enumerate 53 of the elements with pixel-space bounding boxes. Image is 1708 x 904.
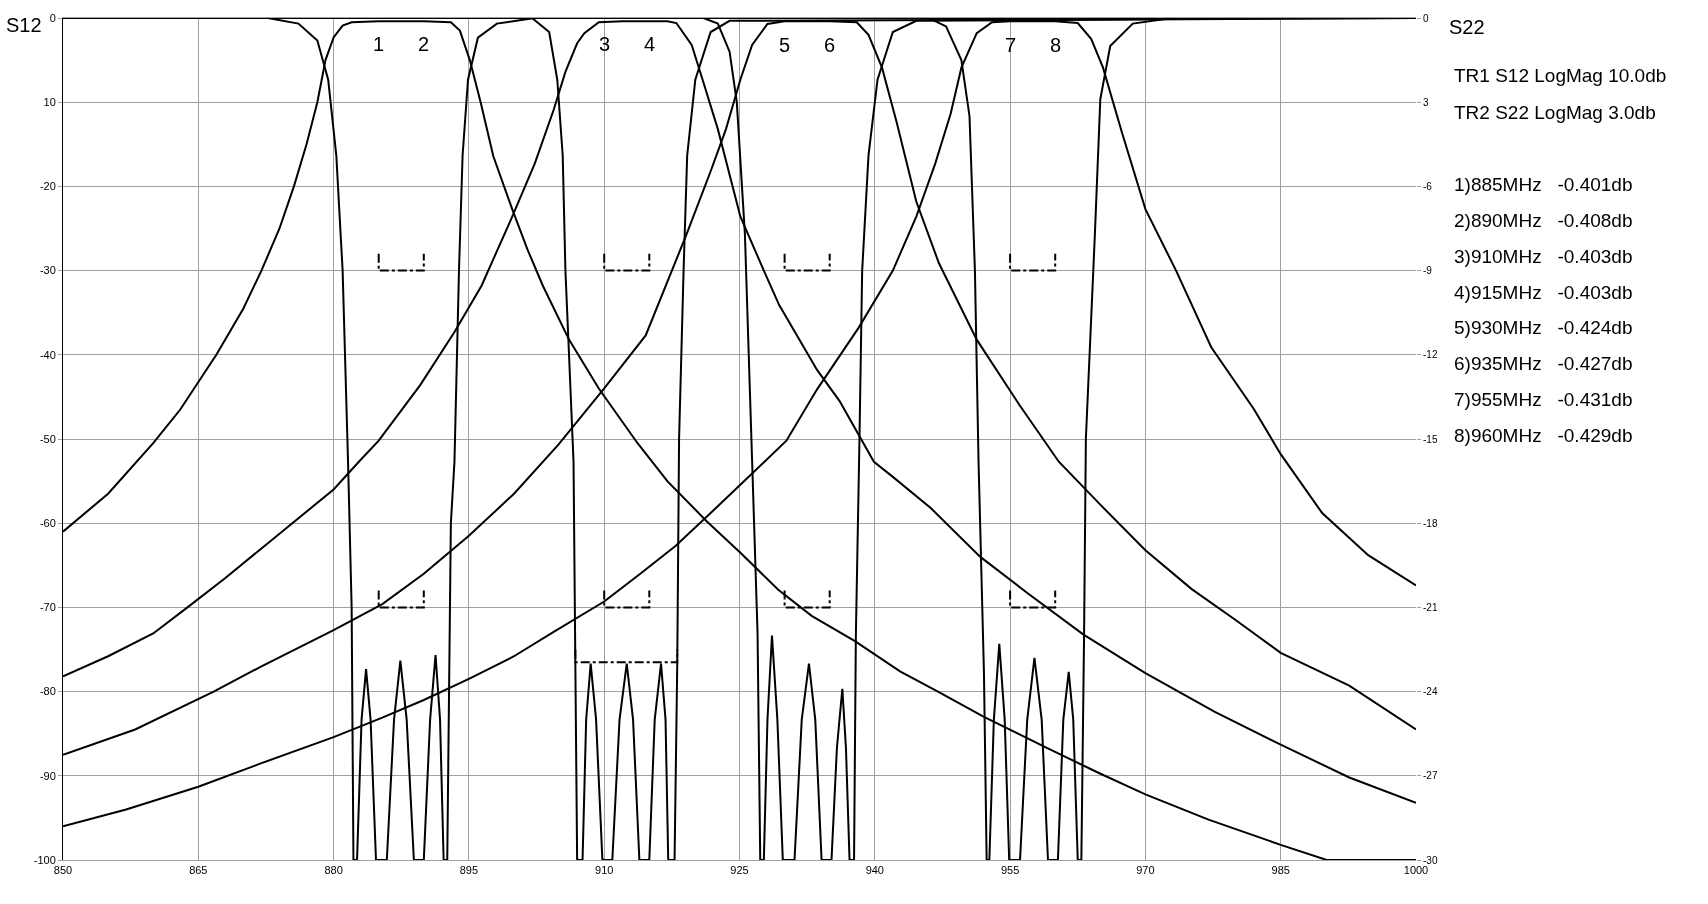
- x-tick-label: 850: [53, 864, 73, 877]
- x-tick-label: 895: [459, 864, 479, 877]
- annotation: 6: [824, 34, 836, 56]
- y-tick-label: -50: [39, 432, 56, 445]
- annotation: 2: [418, 33, 430, 55]
- y-tick-label: 10: [43, 96, 56, 109]
- y-tick-label: -90: [39, 769, 56, 782]
- annotation: 5: [779, 34, 791, 56]
- text: 7)955MHz -0.431db: [1454, 389, 1633, 410]
- text: 4)915MHz -0.403db: [1454, 282, 1633, 303]
- y2-tick-label: -9: [1423, 265, 1433, 277]
- y-axis-title: S12: [6, 14, 42, 36]
- y-tick-label: 0: [49, 11, 56, 24]
- x-tick-label: 1000: [1403, 864, 1429, 877]
- y-tick-label: -40: [39, 348, 56, 361]
- text: 2)890MHz -0.408db: [1454, 210, 1633, 231]
- text: 8)960MHz -0.429db: [1454, 425, 1633, 446]
- y-tick-label: -60: [39, 517, 56, 530]
- x-tick-label: 865: [189, 864, 208, 877]
- x-tick-label: 910: [595, 864, 614, 877]
- x-tick-label: 955: [1000, 864, 1020, 877]
- y-tick-label: -30: [39, 264, 56, 277]
- annotation: 1: [373, 33, 385, 55]
- annotation: 4: [644, 33, 656, 55]
- x-tick-label: 970: [1136, 864, 1155, 877]
- y2-tick-label: -21: [1423, 601, 1438, 613]
- y2-tick-label: -15: [1423, 433, 1438, 445]
- y2-tick-label: 3: [1423, 96, 1429, 108]
- y-tick-label: -80: [39, 685, 56, 698]
- text: 5)930MHz -0.424db: [1454, 317, 1633, 338]
- y-tick-label: -20: [39, 180, 56, 193]
- text: 6)935MHz -0.427db: [1454, 353, 1633, 374]
- x-tick-label: 880: [324, 864, 343, 877]
- y2-axis-title: S22: [1449, 16, 1485, 38]
- y-tick-label: -100: [33, 853, 56, 866]
- y2-tick-label: 0: [1423, 12, 1429, 24]
- text: TR2 S22 LogMag 3.0db: [1454, 102, 1656, 123]
- y2-tick-label: -30: [1423, 854, 1438, 866]
- text: TR1 S12 LogMag 10.0db: [1454, 65, 1667, 86]
- y-tick-label: -70: [39, 601, 56, 614]
- annotation: 8: [1050, 34, 1062, 56]
- x-tick-label: 985: [1271, 864, 1290, 877]
- text: 1)885MHz -0.401db: [1454, 174, 1633, 195]
- y2-tick-label: -18: [1423, 517, 1438, 529]
- y2-tick-label: -24: [1423, 686, 1438, 698]
- annotation: 3: [599, 33, 611, 55]
- x-tick-label: 925: [730, 864, 749, 877]
- text: 3)910MHz -0.403db: [1454, 246, 1633, 267]
- y2-tick-label: -27: [1423, 770, 1438, 782]
- annotation: 7: [1005, 34, 1017, 56]
- x-tick-label: 940: [865, 864, 884, 877]
- y2-tick-label: -6: [1423, 180, 1433, 192]
- y2-tick-label: -12: [1423, 349, 1438, 361]
